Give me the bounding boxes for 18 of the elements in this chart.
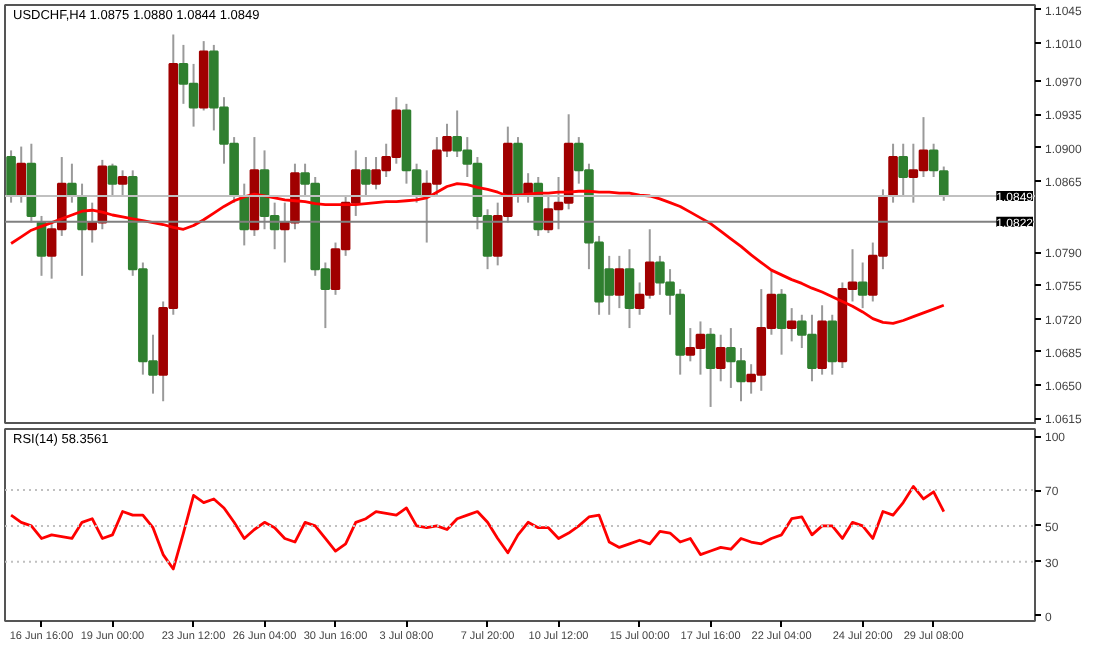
- candlestick: [776, 288, 787, 356]
- candlestick: [6, 149, 16, 204]
- candlestick: [16, 145, 27, 204]
- candlestick: [827, 313, 838, 376]
- candlestick: [705, 327, 716, 408]
- candlestick: [898, 142, 909, 197]
- candlestick: [614, 254, 625, 310]
- candlestick: [107, 162, 118, 197]
- candlestick: [67, 162, 77, 204]
- candlestick: [624, 248, 635, 330]
- candlestick: [888, 142, 898, 204]
- candlestick: [361, 156, 371, 197]
- candlestick: [715, 333, 726, 383]
- candlestick: [857, 261, 868, 310]
- candlestick: [817, 304, 827, 376]
- line-series: [9, 485, 946, 571]
- candlestick: [786, 307, 797, 343]
- candlestick: [117, 169, 128, 197]
